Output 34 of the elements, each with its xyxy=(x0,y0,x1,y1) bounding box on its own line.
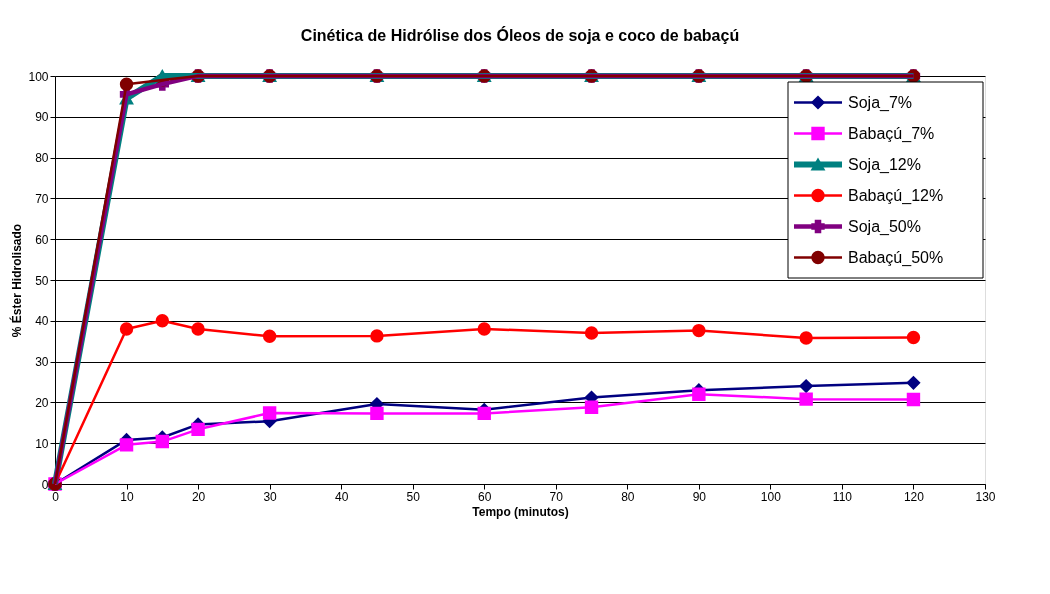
x-tick-label: 50 xyxy=(406,489,421,504)
x-tick-label: 80 xyxy=(621,489,635,504)
y-tick-label: 10 xyxy=(35,436,49,451)
x-axis-title: Tempo (minutos) xyxy=(472,504,569,519)
y-tick-label: 20 xyxy=(35,395,49,410)
y-tick-label: 70 xyxy=(35,191,49,206)
x-tick-label: 0 xyxy=(52,489,60,504)
x-tick-label: 30 xyxy=(263,489,278,504)
x-tick-label: 60 xyxy=(478,489,492,504)
legend-label: Babaçú_12% xyxy=(848,186,944,205)
y-tick-label: 0 xyxy=(41,477,49,492)
x-tick-label: 40 xyxy=(334,489,349,504)
y-tick-label: 90 xyxy=(35,110,49,125)
y-tick-label: 50 xyxy=(35,273,49,288)
y-axis-title: % Éster Hidrolisado xyxy=(9,223,25,338)
y-tick-label: 40 xyxy=(35,314,49,329)
y-tick-label: 30 xyxy=(35,355,49,370)
chart-title: Cinética de Hidrólise dos Óleos de soja e coco de babaçú xyxy=(300,26,740,45)
y-tick-label: 80 xyxy=(35,151,49,166)
y-tick-label: 100 xyxy=(28,69,49,84)
x-tick-label: 130 xyxy=(975,489,996,504)
x-tick-label: 110 xyxy=(832,489,853,504)
legend-label: Soja_12% xyxy=(848,155,921,174)
x-tick-label: 10 xyxy=(120,489,135,504)
x-tick-label: 90 xyxy=(692,489,707,504)
legend-label: Babaçú_7% xyxy=(848,124,935,143)
x-tick-label: 20 xyxy=(191,489,206,504)
x-tick-label: 70 xyxy=(549,489,564,504)
legend-label: Soja_50% xyxy=(848,217,921,236)
x-tick-label: 120 xyxy=(903,489,925,504)
y-tick-label: 60 xyxy=(35,232,49,247)
x-tick-label: 100 xyxy=(760,489,782,504)
legend-label: Soja_7% xyxy=(848,93,913,112)
legend-label: Babaçú_50% xyxy=(848,248,944,267)
